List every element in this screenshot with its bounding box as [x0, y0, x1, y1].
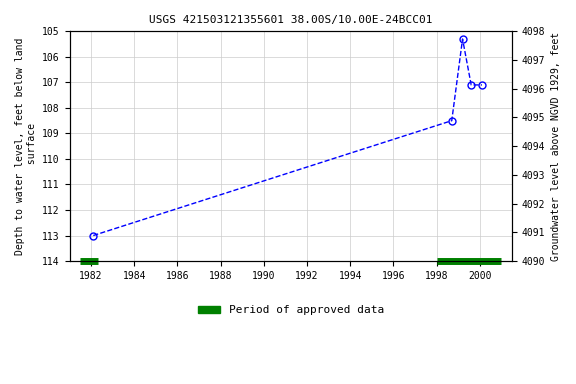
Title: USGS 421503121355601 38.00S/10.00E-24BCC01: USGS 421503121355601 38.00S/10.00E-24BCC… [149, 15, 433, 25]
Y-axis label: Groundwater level above NGVD 1929, feet: Groundwater level above NGVD 1929, feet [551, 31, 561, 261]
Legend: Period of approved data: Period of approved data [193, 301, 388, 320]
Y-axis label: Depth to water level, feet below land
 surface: Depth to water level, feet below land su… [15, 38, 37, 255]
